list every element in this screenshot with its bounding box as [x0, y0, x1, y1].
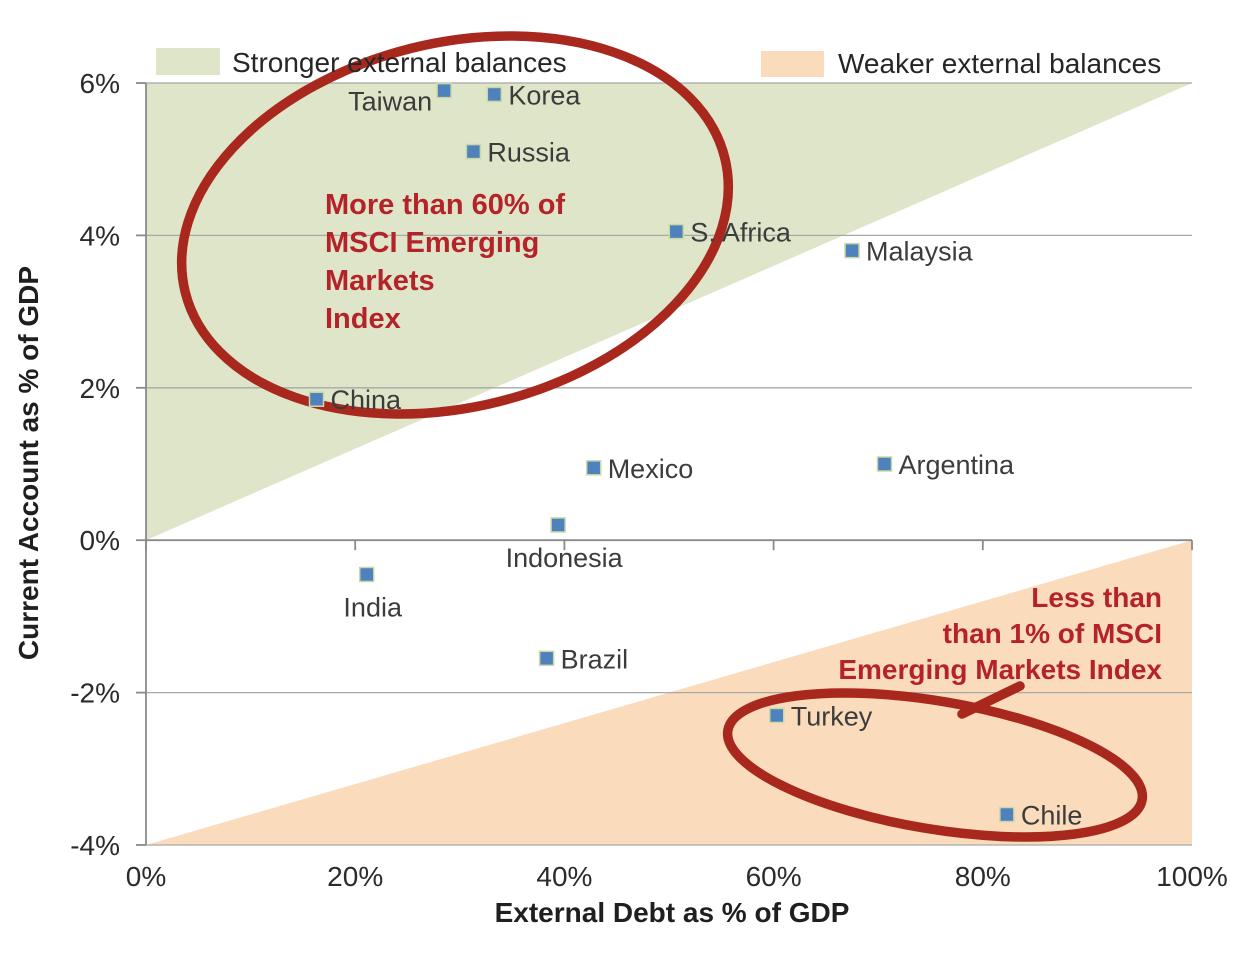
label-chile: Chile	[1021, 801, 1083, 831]
label-mexico: Mexico	[608, 454, 694, 484]
x-tick-label-60%: 60%	[746, 861, 802, 892]
ellipse-weak-group	[722, 688, 1148, 842]
marker-china	[308, 391, 325, 407]
legend-label-stronger: Stronger external balances	[232, 47, 567, 78]
marker-russia	[465, 143, 482, 160]
marker-india	[358, 566, 375, 583]
label-taiwan: Taiwan	[348, 87, 432, 117]
legend-swatch-weaker	[761, 51, 824, 77]
legend: Stronger external balances Weaker externa…	[156, 47, 1161, 79]
legend-label-weaker: Weaker external balances	[838, 48, 1161, 79]
marker-argentina	[876, 456, 893, 472]
x-tick-label-80%: 80%	[955, 861, 1011, 892]
data-points: Taiwan Korea Russia S. Africa Malaysia China M…	[308, 80, 1083, 831]
x-tick-label-20%: 20%	[327, 861, 383, 892]
x-axis-title: External Debt as % of GDP	[495, 897, 850, 928]
annotation-strong-note-line-2: MSCI Emerging	[325, 227, 539, 259]
y-tick-label-0%: 0%	[80, 525, 120, 556]
y-tick-label-6%: 6%	[80, 68, 120, 99]
marker-s-africa	[668, 223, 685, 240]
marker-chile	[999, 806, 1015, 823]
x-tick-label-100%: 100%	[1156, 861, 1228, 892]
x-tick-label-0%: 0%	[126, 861, 166, 892]
ellipse-weak-callout-tail	[957, 681, 1025, 719]
annotation-texts: More than 60% of MSCI Emerging Markets Inde…	[325, 189, 1162, 685]
annotation-strong-note-line-3: Markets	[325, 265, 435, 297]
marker-brazil	[538, 650, 555, 667]
legend-swatch-stronger	[156, 48, 220, 75]
label-russia: Russia	[487, 138, 571, 168]
marker-taiwan	[436, 82, 452, 99]
label-brazil: Brazil	[561, 644, 629, 674]
y-tick-label-2%: 2%	[80, 373, 120, 404]
y-axis-title: Current Account as % of GDP	[13, 266, 44, 660]
marker-korea	[486, 86, 503, 103]
y-tick-label-4%: 4%	[80, 220, 120, 251]
annotation-weak-note-line-1: Less than	[1031, 582, 1162, 613]
marker-indonesia	[550, 517, 566, 533]
ellipse-strong-group	[176, 31, 734, 419]
label-turkey: Turkey	[791, 701, 873, 731]
label-argentina: Argentina	[898, 450, 1015, 480]
label-korea: Korea	[508, 80, 581, 110]
axes: 6%4%2%0%-2%-4%0% 20% 40% 60% 80% 100%	[70, 68, 1228, 892]
annotation-strong-note-line-1: More than 60% of	[325, 189, 565, 221]
label-malaysia: Malaysia	[866, 237, 974, 267]
marker-mexico	[585, 460, 602, 476]
marker-turkey	[768, 707, 785, 724]
label-s-africa: S. Africa	[690, 218, 792, 248]
y-tick-label--4%: -4%	[70, 830, 120, 861]
x-tick-label-40%: 40%	[536, 861, 592, 892]
region-weaker-external-balances	[146, 540, 1192, 845]
red-ellipse-annotations	[176, 31, 1148, 842]
y-tick-label--2%: -2%	[70, 678, 120, 709]
annotation-weak-note-line-2: than 1% of MSCI	[943, 618, 1162, 649]
annotation-weak-note-line-3: Emerging Markets Index	[838, 654, 1162, 685]
label-indonesia: Indonesia	[506, 543, 624, 573]
label-china: China	[330, 385, 402, 415]
annotation-strong-note-line-4: Index	[325, 303, 401, 335]
label-india: India	[343, 592, 403, 622]
marker-malaysia	[844, 242, 860, 259]
